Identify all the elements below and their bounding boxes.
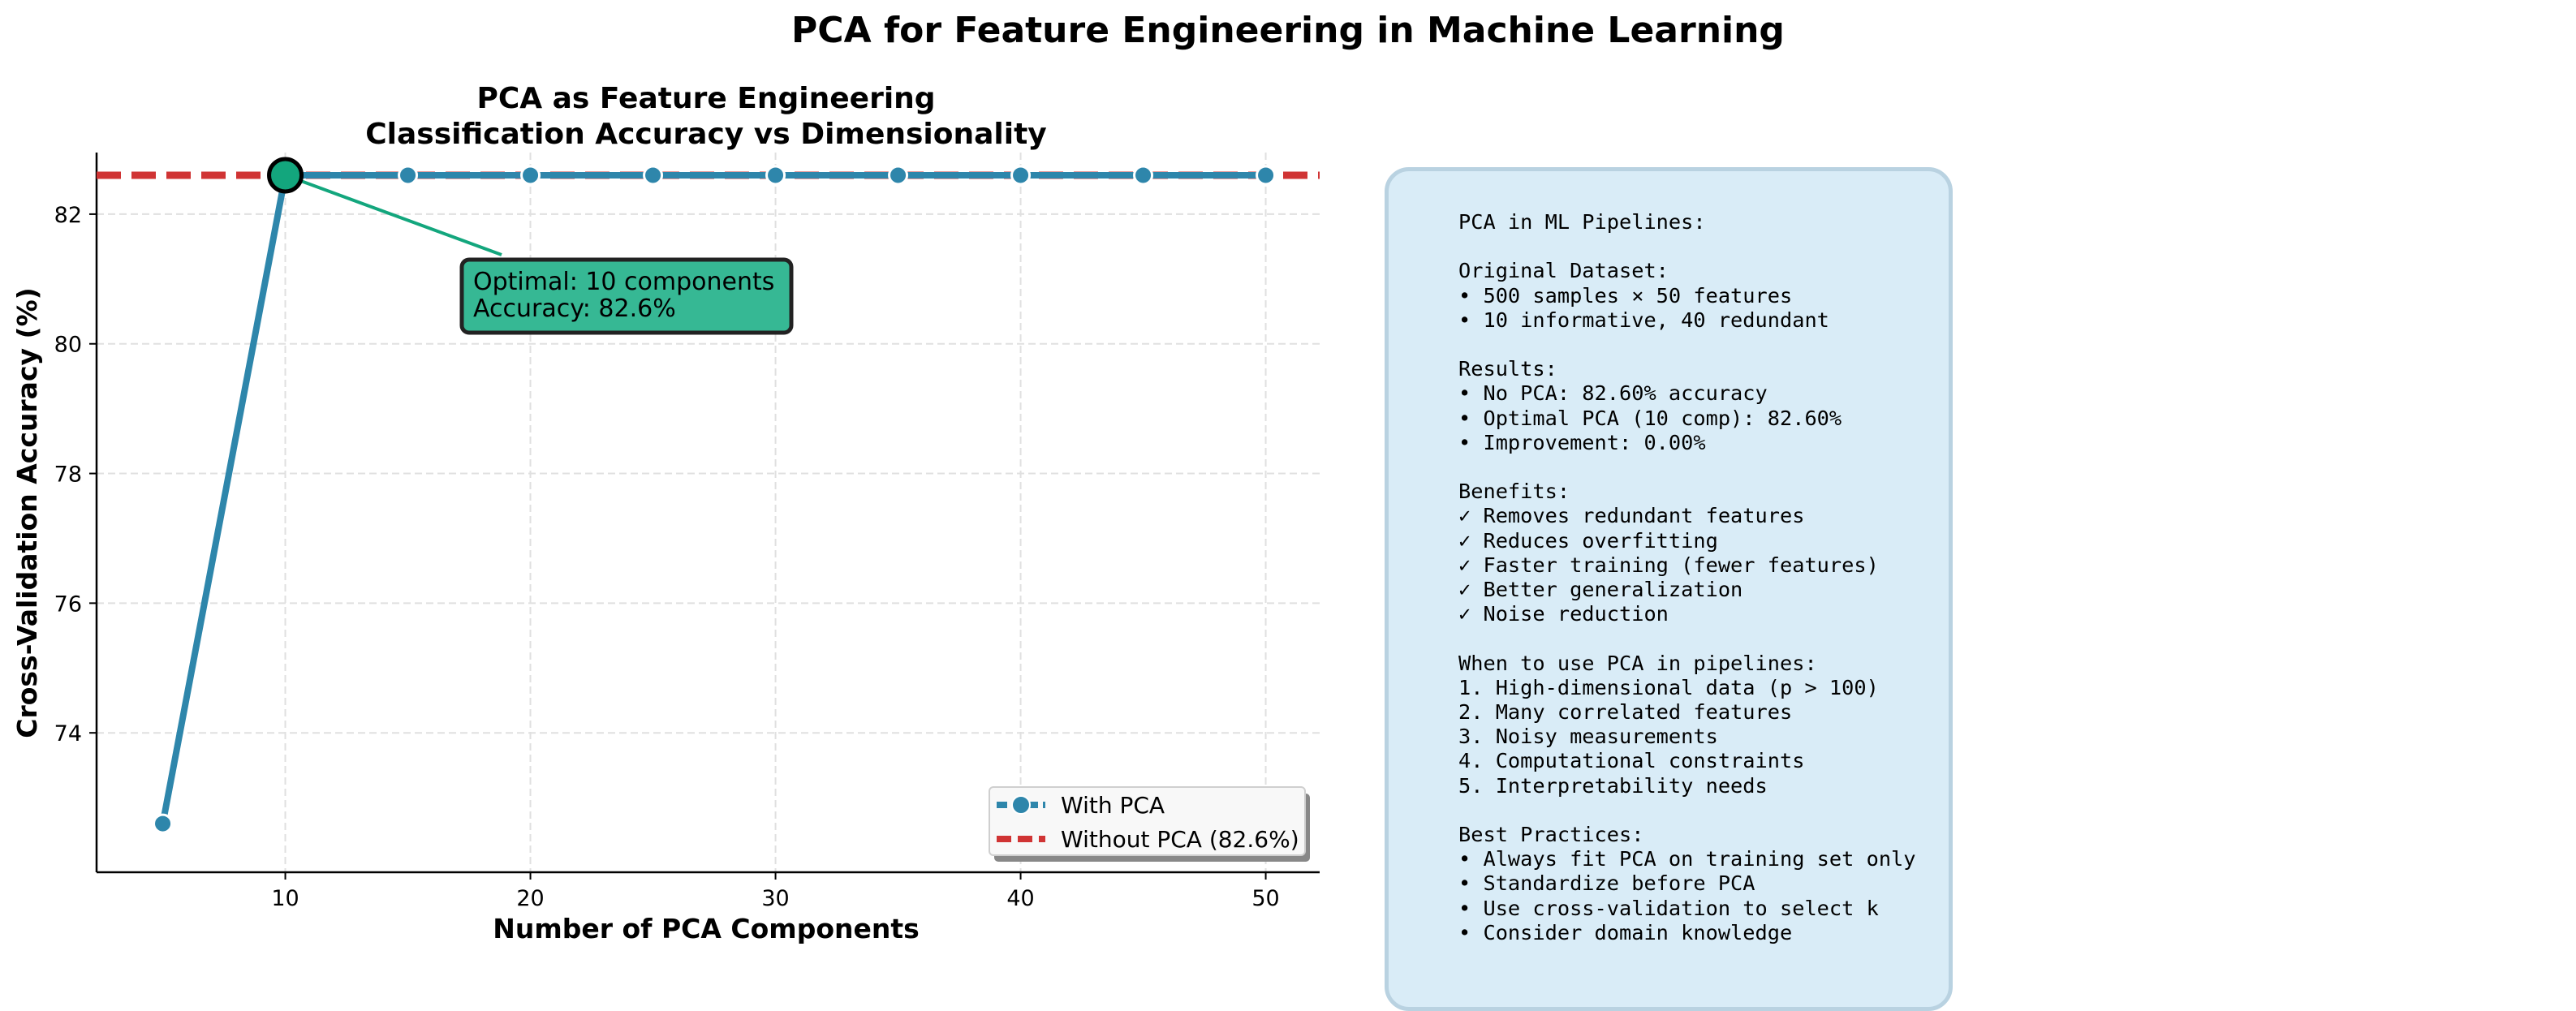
chart-title-line: Classification Accuracy vs Dimensionalit… xyxy=(365,118,1047,151)
with-pca-line xyxy=(159,171,1269,828)
figure-canvas: PCA for Feature Engineering in Machine L… xyxy=(11,10,1785,944)
annotation-text: Optimal: 10 components xyxy=(473,268,774,296)
legend-with-pca-marker xyxy=(1011,795,1031,815)
y-tick-label: 74 xyxy=(54,721,82,746)
chart-title: PCA as Feature Engineering Classification… xyxy=(365,82,1047,151)
x-tick-label: 40 xyxy=(1006,886,1034,911)
annotation-arrow xyxy=(284,174,502,256)
legend-with-pca-label: With PCA xyxy=(1061,792,1165,819)
legend-without-pca-label: Without PCA (82.6%) xyxy=(1061,826,1299,853)
y-tick-label: 82 xyxy=(54,203,82,228)
figure-title: PCA for Feature Engineering in Machine L… xyxy=(791,10,1785,51)
with-pca-point xyxy=(153,813,174,834)
ticks: 10 20 30 40 50 74 76 78 80 82 xyxy=(54,203,1280,911)
chart-title-line: PCA as Feature Engineering xyxy=(476,82,935,115)
with-pca-point xyxy=(888,165,909,186)
legend: With PCA Without PCA (82.6%) xyxy=(989,786,1310,862)
with-pca-point xyxy=(643,165,664,186)
plot-series xyxy=(97,165,1320,834)
info-panel: PCA in ML Pipelines: Original Dataset: •… xyxy=(1385,167,1953,1011)
x-axis-label: Number of PCA Components xyxy=(493,913,920,944)
with-pca-point xyxy=(1133,165,1154,186)
y-tick-label: 76 xyxy=(54,592,82,617)
y-tick-label: 78 xyxy=(54,462,82,488)
optimal-point-marker xyxy=(267,157,304,194)
legend-box xyxy=(989,786,1306,856)
x-tick-label: 20 xyxy=(516,886,544,911)
with-pca-point xyxy=(765,165,786,186)
y-axis-label: Cross-Validation Accuracy (%) xyxy=(11,287,43,738)
annotation-text: Accuracy: 82.6% xyxy=(473,295,676,323)
with-pca-point xyxy=(1256,165,1277,186)
x-tick-label: 50 xyxy=(1251,886,1279,911)
axes xyxy=(95,153,1320,874)
annotation-box xyxy=(459,257,794,335)
x-tick-label: 10 xyxy=(271,886,299,911)
with-pca-point xyxy=(398,165,419,186)
info-panel-text: PCA in ML Pipelines: Original Dataset: •… xyxy=(1458,210,1916,944)
with-pca-point xyxy=(520,165,541,186)
x-tick-label: 30 xyxy=(761,886,789,911)
with-pca-point xyxy=(1010,165,1032,186)
y-tick-label: 80 xyxy=(54,333,82,358)
